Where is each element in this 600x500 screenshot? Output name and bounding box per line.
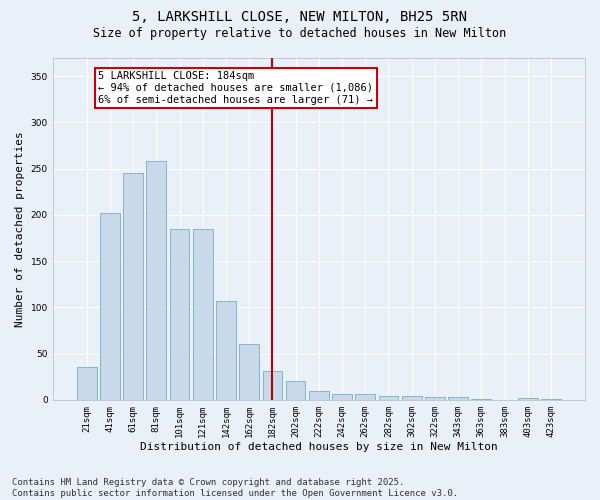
Bar [309, 390, 329, 400]
Bar [123, 173, 143, 400]
Bar [263, 371, 282, 400]
Bar [472, 399, 491, 400]
Bar [518, 398, 538, 400]
Bar [402, 396, 422, 400]
Bar [425, 397, 445, 400]
Bar [146, 161, 166, 400]
Text: Contains HM Land Registry data © Crown copyright and database right 2025.
Contai: Contains HM Land Registry data © Crown c… [12, 478, 458, 498]
Y-axis label: Number of detached properties: Number of detached properties [15, 131, 25, 326]
Text: Size of property relative to detached houses in New Milton: Size of property relative to detached ho… [94, 28, 506, 40]
Bar [170, 228, 190, 400]
Bar [239, 344, 259, 400]
Bar [216, 301, 236, 400]
Bar [448, 397, 468, 400]
Bar [286, 382, 305, 400]
X-axis label: Distribution of detached houses by size in New Milton: Distribution of detached houses by size … [140, 442, 498, 452]
Text: 5 LARKSHILL CLOSE: 184sqm
← 94% of detached houses are smaller (1,086)
6% of sem: 5 LARKSHILL CLOSE: 184sqm ← 94% of detac… [98, 72, 373, 104]
Bar [355, 394, 375, 400]
Bar [193, 228, 212, 400]
Bar [379, 396, 398, 400]
Text: 5, LARKSHILL CLOSE, NEW MILTON, BH25 5RN: 5, LARKSHILL CLOSE, NEW MILTON, BH25 5RN [133, 10, 467, 24]
Bar [332, 394, 352, 400]
Bar [541, 399, 561, 400]
Bar [100, 213, 120, 400]
Bar [77, 368, 97, 400]
